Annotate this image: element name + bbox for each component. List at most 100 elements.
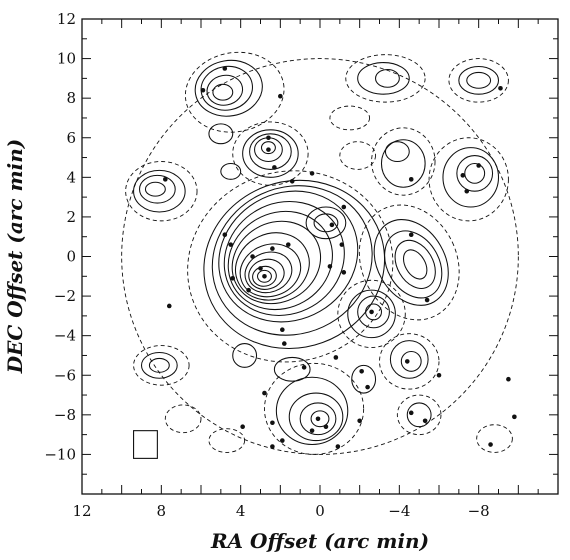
solid-contour [260,141,276,155]
source-marker [166,303,172,309]
y-tick-label: 10 [57,50,76,68]
solid-contour [242,129,299,178]
solid-contour [144,181,166,197]
solid-contour [227,210,333,311]
x-tick-label: 8 [157,502,167,520]
y-tick-label: −8 [54,406,76,424]
solid-contour [466,71,492,89]
source-marker [228,242,234,247]
y-tick-label: −6 [54,366,76,384]
source-marker [488,442,493,447]
dashed-contour [428,137,509,222]
y-tick-label: −4 [54,327,76,345]
solid-contour [384,141,410,163]
solid-contour [365,303,383,321]
source-marker [246,287,251,293]
solid-contour [351,364,377,394]
solid-contour [458,65,500,95]
dashed-contour [476,424,513,453]
source-marker [464,188,470,194]
solid-contour [347,289,396,339]
source-marker [404,359,410,364]
source-marker [250,254,255,259]
solid-contour [380,139,426,188]
solid-contour [373,219,449,306]
solid-contour [148,357,170,373]
dashed-contour [345,54,426,103]
dashed-contour [208,428,246,453]
source-marker [327,264,333,269]
dashed-contour [264,362,365,455]
source-marker [329,222,335,228]
plot-frame [81,18,559,495]
source-marker [285,242,291,247]
solid-contour [194,59,263,117]
solid-contour [442,147,500,208]
solid-contour [464,162,486,184]
solid-contour [239,243,302,298]
solid-contour [200,65,253,111]
source-marker [424,297,430,303]
source-marker [333,355,339,360]
y-tick-label: 2 [66,208,76,226]
solid-contour [406,402,432,428]
source-marker [266,135,271,141]
source-markers [163,66,517,449]
dashed-contour [187,170,394,363]
x-tick-label: −4 [388,502,410,520]
dashed-contour [329,105,371,131]
solid-contour [223,200,345,316]
source-marker [357,418,362,424]
source-marker [262,273,267,279]
source-marker [272,165,277,170]
dashed-contour [396,394,442,436]
source-marker [270,444,275,449]
source-marker [222,232,228,238]
source-marker [422,418,428,424]
source-marker [258,266,263,271]
source-marker [365,384,370,390]
y-axis-title: DEC Offset (arc min) [3,139,27,374]
x-tick-label: 0 [315,502,325,520]
dashed-contour [339,141,376,170]
solid-contour [133,169,186,213]
source-marker [270,246,275,251]
solid-contour [211,185,373,336]
solid-contour [357,295,390,329]
source-marker [359,368,364,374]
solid-contour [208,123,234,145]
source-marker [163,177,168,182]
contour-lines [121,51,519,455]
x-tick-label: 12 [72,502,91,520]
source-marker [369,309,374,315]
solid-contour [313,213,339,233]
source-marker [408,410,414,416]
source-marker [266,147,271,152]
source-marker [280,438,285,443]
source-marker [436,372,442,378]
source-marker [280,327,285,333]
solid-contour [244,251,293,294]
solid-contour [384,230,443,299]
source-marker [309,428,315,433]
source-marker [335,444,341,449]
source-marker [222,66,228,71]
solid-contour [305,206,347,240]
source-marker [301,365,307,370]
solid-contour [203,179,386,350]
source-marker [341,204,347,210]
source-marker [309,171,315,176]
beam-size-box [133,430,158,459]
dashed-contour [232,121,309,186]
solid-contour [357,62,410,95]
dashed-contour [379,333,440,390]
solid-contour [288,392,344,442]
solid-contour [394,239,436,289]
solid-contour [299,402,337,436]
source-marker [323,424,329,430]
y-tick-labels: 12 10 8 6 4 2 0 −2 −4 −6 −8 −10 [44,10,76,463]
solid-contour [220,162,242,180]
source-marker [200,87,206,93]
source-marker [341,270,347,275]
